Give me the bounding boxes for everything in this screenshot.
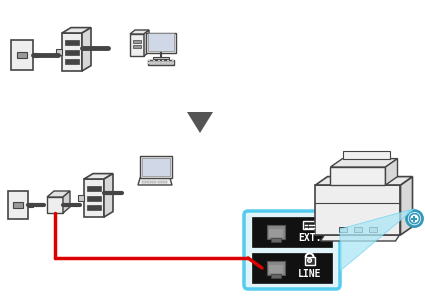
Bar [167, 60, 169, 61]
Bar [158, 61, 160, 62]
Bar [162, 63, 164, 64]
Circle shape [410, 214, 419, 224]
Bar [28, 203, 33, 207]
Polygon shape [331, 159, 397, 167]
Polygon shape [47, 197, 63, 213]
Polygon shape [84, 179, 104, 217]
Polygon shape [62, 28, 91, 33]
Bar [133, 40, 141, 43]
Bar [13, 202, 23, 208]
Polygon shape [187, 112, 213, 133]
Bar [87, 186, 101, 191]
Bar [158, 63, 160, 64]
Bar [153, 61, 155, 62]
Polygon shape [146, 33, 176, 53]
Bar [252, 217, 332, 247]
Bar [148, 60, 150, 61]
Bar [267, 261, 285, 275]
Bar [148, 61, 150, 62]
Bar [271, 238, 281, 242]
Text: LINE: LINE [298, 269, 321, 279]
Polygon shape [340, 208, 414, 271]
Bar [142, 181, 146, 183]
Text: EXT.: EXT. [298, 233, 321, 243]
Bar [78, 195, 84, 201]
Bar [369, 227, 377, 232]
Polygon shape [62, 33, 82, 71]
Bar [148, 63, 150, 64]
Polygon shape [315, 185, 400, 235]
Polygon shape [400, 177, 413, 235]
Bar [172, 61, 174, 62]
Bar [153, 63, 155, 64]
Polygon shape [104, 174, 113, 217]
Polygon shape [47, 191, 70, 197]
Bar [339, 227, 347, 232]
Polygon shape [138, 178, 172, 185]
Bar [153, 60, 155, 61]
Bar [167, 63, 169, 64]
Bar [163, 181, 167, 183]
Polygon shape [84, 174, 113, 179]
Bar [153, 57, 169, 59]
Bar [252, 253, 332, 283]
Bar [17, 52, 27, 58]
Bar [142, 158, 170, 176]
Polygon shape [11, 40, 33, 70]
Bar [167, 61, 169, 62]
FancyBboxPatch shape [244, 211, 340, 289]
Polygon shape [8, 191, 28, 219]
Polygon shape [144, 30, 149, 56]
Bar [354, 227, 362, 232]
Bar [33, 53, 38, 57]
Bar [172, 63, 174, 64]
Bar [162, 61, 164, 62]
Bar [305, 257, 314, 266]
Circle shape [406, 211, 422, 226]
Bar [267, 225, 285, 239]
Bar [158, 181, 162, 183]
Polygon shape [385, 159, 397, 185]
Polygon shape [82, 28, 91, 71]
Polygon shape [130, 30, 149, 34]
Bar [269, 229, 283, 237]
Polygon shape [343, 151, 390, 159]
Bar [147, 181, 151, 183]
Polygon shape [320, 235, 400, 241]
Bar [153, 181, 156, 183]
Polygon shape [331, 167, 385, 185]
Polygon shape [63, 191, 70, 213]
Bar [162, 60, 164, 61]
Bar [65, 50, 79, 55]
Bar [65, 40, 79, 45]
Circle shape [308, 258, 312, 262]
Bar [87, 205, 101, 210]
Bar [148, 33, 174, 51]
Bar [133, 45, 141, 48]
Bar [148, 60, 174, 65]
Bar [87, 196, 101, 200]
Polygon shape [130, 34, 144, 56]
Bar [271, 274, 281, 278]
Bar [158, 60, 160, 61]
Polygon shape [315, 177, 413, 185]
Polygon shape [140, 156, 172, 178]
Bar [269, 265, 283, 273]
Bar [172, 60, 174, 61]
Bar [56, 49, 62, 55]
Bar [65, 59, 79, 64]
Bar [303, 221, 317, 230]
